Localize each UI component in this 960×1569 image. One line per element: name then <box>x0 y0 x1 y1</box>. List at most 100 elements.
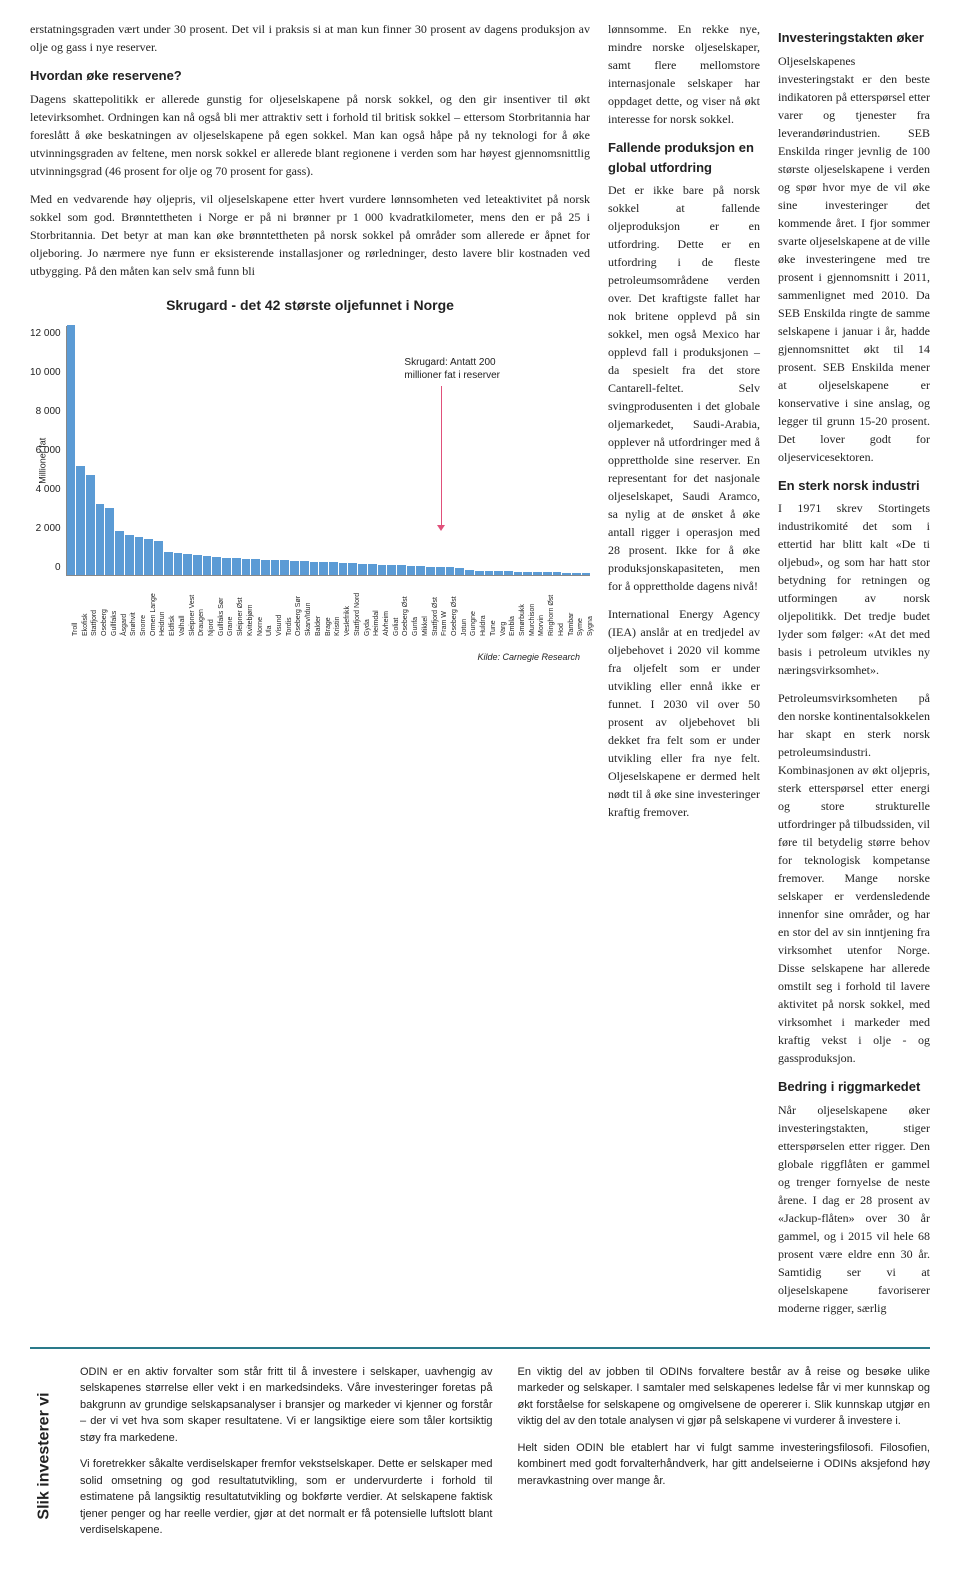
bar <box>76 466 85 574</box>
footer-right-p2: Helt siden ODIN ble etablert har vi fulg… <box>518 1440 931 1490</box>
footer-sidebar: Slik investerer vi <box>30 1364 60 1549</box>
bar <box>222 558 231 575</box>
bar-label: Kvitebjørn <box>246 604 257 636</box>
bar-label: Alvheim <box>382 611 393 636</box>
annotation-arrow <box>441 386 442 526</box>
bar <box>67 325 76 575</box>
bar-col: Oseberg <box>96 504 105 575</box>
bar-label: Statfjord Nord <box>353 593 364 636</box>
bar <box>300 561 309 574</box>
bar <box>348 563 357 574</box>
y-tick: 12 000 <box>30 326 61 341</box>
bar <box>368 564 377 574</box>
bar-col: Goliat <box>387 565 396 575</box>
bar-col: Ula <box>261 560 270 575</box>
bar-label: Gullfaks <box>110 611 121 636</box>
y-tick: 2 000 <box>36 521 61 536</box>
bar-col: Varg <box>494 571 503 574</box>
bar <box>329 562 338 574</box>
bar <box>319 562 328 575</box>
bar-col: Heidrun <box>154 541 163 574</box>
bar-col: Ringhorn Øst <box>543 572 552 574</box>
bar-col: Heimdal <box>368 564 377 574</box>
chart-source: Kilde: Carnegie Research <box>30 651 590 665</box>
bar <box>339 563 348 575</box>
y-axis-label: Millioner fat <box>36 437 50 483</box>
bar <box>242 559 251 575</box>
bar-label: Sygna <box>586 616 597 636</box>
col2-p2: Det er ikke bare på norsk sokkel at fall… <box>608 181 760 595</box>
article-columns: erstatningsgraden vært under 30 prosent.… <box>30 20 930 1327</box>
bar-label: Troll <box>71 623 82 636</box>
footer-col-left: ODIN er en aktiv forvalter som står frit… <box>80 1364 493 1549</box>
bar <box>436 567 445 575</box>
footer-sidebar-title: Slik investerer vi <box>33 1392 57 1519</box>
chart-title: Skrugard - det 42 største oljefunnet i N… <box>30 295 590 316</box>
footer-columns: ODIN er en aktiv forvalter som står frit… <box>80 1364 930 1549</box>
bar-col: Oseberg Øst <box>397 565 406 574</box>
bar-col: Brage <box>319 562 328 575</box>
bar <box>212 557 221 575</box>
bar <box>397 565 406 574</box>
bar-col: Ekofisk <box>76 466 85 574</box>
bar <box>514 572 523 575</box>
bar <box>164 552 173 575</box>
bar-col: Tambar <box>562 573 571 575</box>
bar <box>485 571 494 575</box>
bar-col: Oseberg Sør <box>290 561 299 575</box>
y-tick: 8 000 <box>36 404 61 419</box>
bar-col: Jotun <box>455 568 464 575</box>
bar <box>271 560 280 575</box>
col2-p3: International Energy Agency (IEA) anslår… <box>608 605 760 821</box>
bar <box>135 537 144 575</box>
y-tick: 4 000 <box>36 482 61 497</box>
col1-h1: Hvordan øke reservene? <box>30 66 590 86</box>
footer-left-p1: ODIN er en aktiv forvalter som står frit… <box>80 1364 493 1447</box>
col1-p3: Med en vedvarende høy oljepris, vil olje… <box>30 190 590 280</box>
bar-col: Gyda <box>358 564 367 575</box>
bar-col: Draugen <box>193 555 202 575</box>
chart-annotation: Skrugard: Antatt 200millioner fat i rese… <box>404 356 500 382</box>
y-axis: 12 00010 0008 0006 0004 0002 0000 <box>30 326 66 646</box>
bar-col: Gunfa <box>407 566 416 575</box>
bar-col: Statfjord Nord <box>348 563 357 574</box>
bar <box>310 562 319 575</box>
col2-h1: Fallende produksjon en global utfordring <box>608 138 760 177</box>
bar-col: Troll <box>67 325 76 575</box>
bar-col: Embla <box>504 571 513 574</box>
bar-col: Statfjord <box>86 475 95 575</box>
bar <box>543 572 552 574</box>
bar-col: Sleipner Øst <box>232 558 241 574</box>
col3-p4: Når oljeselskapene øker investeringstakt… <box>778 1101 930 1317</box>
bar <box>475 571 484 575</box>
bar-col: Tune <box>485 571 494 575</box>
col3-p3: Petroleumsvirksomheten på den norske kon… <box>778 689 930 1067</box>
bar <box>154 541 163 574</box>
bar <box>183 554 192 575</box>
footer-section: Slik investerer vi ODIN er en aktiv forv… <box>30 1347 930 1549</box>
bar-col: Eldfisk <box>164 552 173 575</box>
bar <box>494 571 503 574</box>
bar-col: Smørbukk <box>514 572 523 575</box>
bar-col: Ormen Lange <box>144 539 153 574</box>
bar-chart: Millioner fat 12 00010 0008 0006 0004 00… <box>30 326 590 646</box>
footer-col-right: En viktig del av jobben til ODINs forval… <box>518 1364 931 1549</box>
bar-col: Sygna <box>582 573 591 574</box>
bar-col: Åsgard <box>115 531 124 575</box>
bar <box>455 568 464 575</box>
bar <box>572 573 581 575</box>
bar <box>290 561 299 575</box>
col2-p1: lønnsomme. En rekke nye, mindre norske o… <box>608 20 760 128</box>
bar-col: Hod <box>553 572 562 574</box>
bar-label: Visund <box>275 615 286 636</box>
bar <box>203 556 212 575</box>
bar-col: Snøhvit <box>125 535 134 575</box>
column-3: Investeringstakten øker Oljeselskapenes … <box>778 20 930 1327</box>
plot-area: Skrugard: Antatt 200millioner fat i rese… <box>66 326 590 576</box>
bar-col: Gullfaks <box>105 508 114 575</box>
bar-col: Norne <box>251 559 260 574</box>
bar-col: Huldra <box>475 571 484 575</box>
bar <box>523 572 532 575</box>
bar-label: Valhall <box>178 616 189 637</box>
bar-col: Gullfaks Sør <box>212 557 221 575</box>
